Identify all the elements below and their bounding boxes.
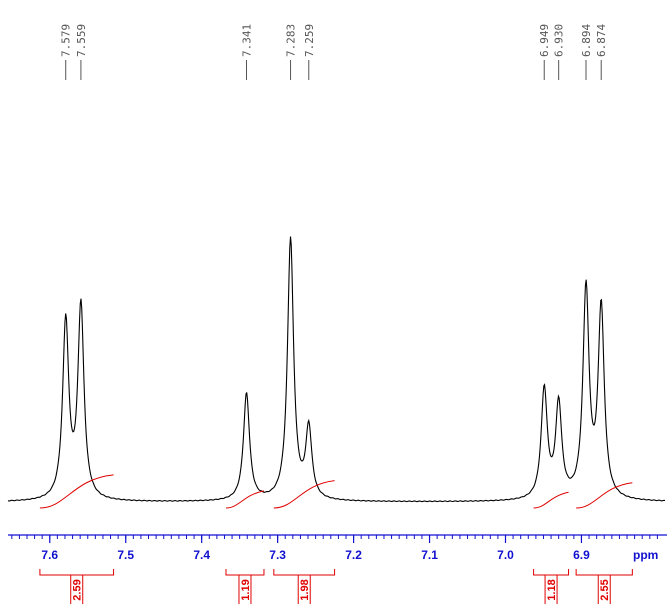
peak-label: 7.283	[285, 24, 298, 57]
integral-value: 1.18	[546, 579, 558, 600]
spectrum-line	[7, 236, 666, 503]
peak-label: 6.930	[553, 24, 566, 57]
x-axis-label: ppm	[633, 548, 658, 562]
integral-value: 1.98	[299, 579, 311, 600]
integral-curve	[576, 482, 633, 509]
integral-curve	[533, 491, 569, 509]
x-tick-label: 7.5	[117, 548, 134, 562]
peak-label: 7.559	[75, 24, 88, 57]
peak-label: 6.894	[580, 24, 593, 57]
peak-label: 6.874	[595, 24, 608, 57]
peak-label: 7.341	[240, 24, 253, 57]
integral-bracket	[273, 569, 336, 576]
x-tick-label: 7.0	[497, 548, 514, 562]
integral-value: 2.55	[599, 579, 611, 600]
integral-curve	[273, 480, 335, 509]
integral-brackets: 2.59 1.19 1.98 1.18 2.55	[39, 569, 633, 604]
x-tick-label: 7.3	[269, 548, 286, 562]
integral-bracket	[225, 569, 265, 576]
integral-value: 1.19	[240, 579, 252, 600]
integral-curve	[225, 490, 265, 509]
integral-bracket	[533, 569, 570, 576]
integral-value: 2.59	[72, 579, 84, 600]
x-tick-label: 7.6	[41, 548, 58, 562]
integral-curve	[39, 474, 114, 509]
x-tick-label: 7.1	[421, 548, 438, 562]
x-tick-label: 7.2	[345, 548, 362, 562]
integral-curves	[39, 474, 633, 509]
peak-label: 7.259	[303, 24, 316, 57]
peak-label: 7.579	[60, 24, 73, 57]
x-axis: 7.6 7.5 7.4 7.3 7.2 7.1 7.0 6.9 ppm	[8, 534, 667, 562]
x-axis-minor-ticks	[11, 535, 658, 539]
x-tick-label: 7.4	[193, 548, 210, 562]
integral-bracket	[39, 569, 115, 576]
x-axis-major-ticks: 7.6 7.5 7.4 7.3 7.2 7.1 7.0 6.9	[41, 535, 590, 562]
peak-label: 6.949	[538, 24, 551, 57]
integral-bracket	[575, 569, 633, 576]
peak-labels: 7.579 7.559 7.341 7.283 7.259 6.949 6.930 6.894…	[60, 24, 608, 80]
x-tick-label: 6.9	[573, 548, 590, 562]
